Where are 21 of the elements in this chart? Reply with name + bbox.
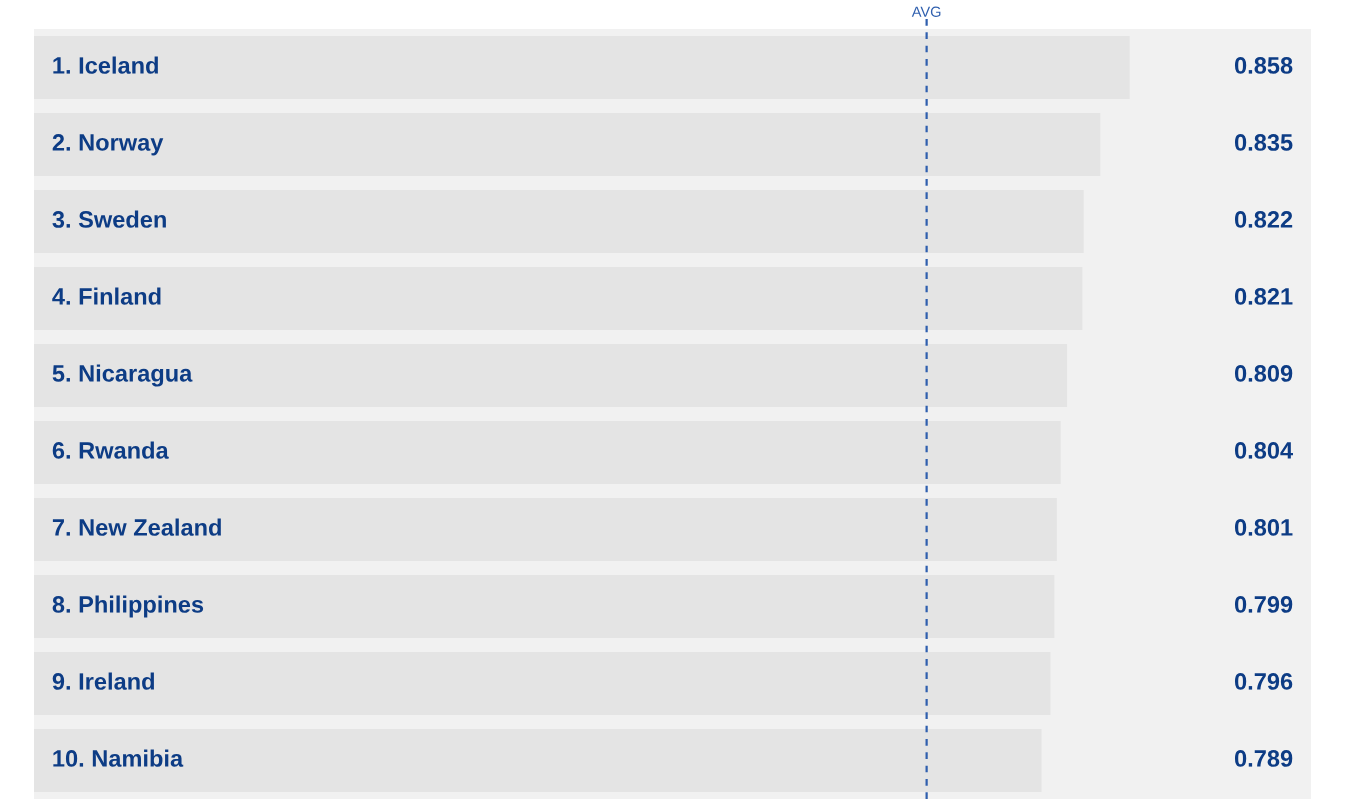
data-label: 0.821 [1234,288,1293,305]
data-label: 0.799 [1234,596,1293,613]
y-tick-label: 1. Iceland [53,56,158,74]
y-tick-label: 10. Namibia [53,749,184,767]
y-tick-label: 5. Nicaragua [52,364,193,387]
y-tick-label: 2. Norway [52,134,164,156]
data-label: 0.804 [1234,442,1293,459]
y-tick-label: 6. Rwanda [52,441,169,459]
y-tick-label: 3. Sweden [52,210,166,228]
y-tick-label: 7. New Zealand [52,518,221,536]
data-label: 0.789 [1234,750,1293,767]
data-label: 0.835 [1234,134,1293,151]
data-label: 0.822 [1234,211,1293,228]
ref-line-label: AVG [911,6,941,17]
data-label: 0.796 [1234,673,1293,690]
data-label: 0.809 [1234,365,1293,382]
data-label: 0.858 [1234,57,1293,74]
data-label: 0.801 [1234,519,1293,536]
y-tick-label: 8. Philippines [52,595,204,618]
y-tick-label: 4. Finland [52,287,161,305]
y-tick-label: 9. Ireland [52,672,154,690]
